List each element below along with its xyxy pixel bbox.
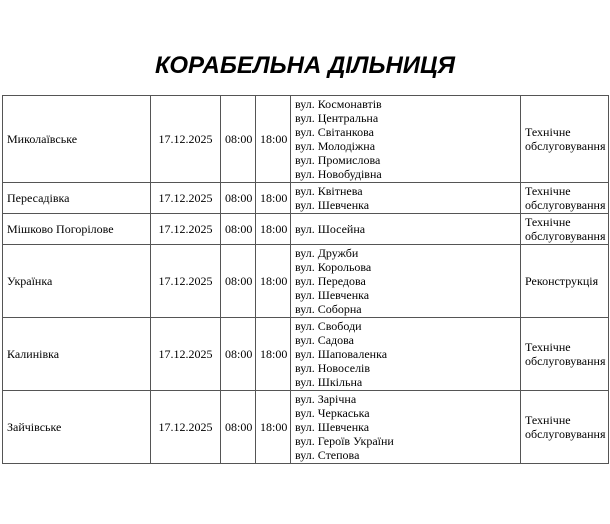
schedule-table: Миколаївське 17.12.2025 08:00 18:00 вул.… xyxy=(2,95,609,464)
start-time-cell: 08:00 xyxy=(220,317,256,391)
table-row: Зайчівське 17.12.2025 08:00 18:00 вул. З… xyxy=(2,390,609,464)
work-type-cell: Реконструкція xyxy=(520,244,609,318)
date-cell: 17.12.2025 xyxy=(150,317,221,391)
streets-cell: вул. Космонавтів вул. Центральна вул. Св… xyxy=(290,95,521,183)
start-time-cell: 08:00 xyxy=(220,95,256,183)
end-time-cell: 18:00 xyxy=(255,182,291,214)
end-time-cell: 18:00 xyxy=(255,317,291,391)
work-type-cell: Технічне обслуговування xyxy=(520,95,609,183)
table-row: Калинівка 17.12.2025 08:00 18:00 вул. Св… xyxy=(2,317,609,391)
streets-cell: вул. Дружби вул. Корольова вул. Передова… xyxy=(290,244,521,318)
streets-cell: вул. Квітнева вул. Шевченка xyxy=(290,182,521,214)
start-time-cell: 08:00 xyxy=(220,244,256,318)
location-cell: Пересадівка xyxy=(2,182,151,214)
streets-cell: вул. Зарічна вул. Черкаська вул. Шевченк… xyxy=(290,390,521,464)
date-cell: 17.12.2025 xyxy=(150,390,221,464)
streets-cell: вул. Шосейна xyxy=(290,213,521,245)
table-row: Українка 17.12.2025 08:00 18:00 вул. Дру… xyxy=(2,244,609,318)
location-cell: Мішково Погорілове xyxy=(2,213,151,245)
end-time-cell: 18:00 xyxy=(255,213,291,245)
start-time-cell: 08:00 xyxy=(220,390,256,464)
work-type-cell: Технічне обслуговування xyxy=(520,390,609,464)
table-row: Пересадівка 17.12.2025 08:00 18:00 вул. … xyxy=(2,182,609,214)
start-time-cell: 08:00 xyxy=(220,182,256,214)
work-type-cell: Технічне обслуговування xyxy=(520,317,609,391)
date-cell: 17.12.2025 xyxy=(150,244,221,318)
location-cell: Українка xyxy=(2,244,151,318)
end-time-cell: 18:00 xyxy=(255,390,291,464)
end-time-cell: 18:00 xyxy=(255,244,291,318)
work-type-cell: Технічне обслуговування xyxy=(520,182,609,214)
work-type-cell: Технічне обслуговування xyxy=(520,213,609,245)
date-cell: 17.12.2025 xyxy=(150,95,221,183)
date-cell: 17.12.2025 xyxy=(150,182,221,214)
location-cell: Калинівка xyxy=(2,317,151,391)
location-cell: Зайчівське xyxy=(2,390,151,464)
streets-cell: вул. Свободи вул. Садова вул. Шаповаленк… xyxy=(290,317,521,391)
page-title: КОРАБЕЛЬНА ДІЛЬНИЦЯ xyxy=(154,52,456,79)
start-time-cell: 08:00 xyxy=(220,213,256,245)
end-time-cell: 18:00 xyxy=(255,95,291,183)
date-cell: 17.12.2025 xyxy=(150,213,221,245)
location-cell: Миколаївське xyxy=(2,95,151,183)
table-row: Миколаївське 17.12.2025 08:00 18:00 вул.… xyxy=(2,95,609,183)
table-row: Мішково Погорілове 17.12.2025 08:00 18:0… xyxy=(2,213,609,245)
